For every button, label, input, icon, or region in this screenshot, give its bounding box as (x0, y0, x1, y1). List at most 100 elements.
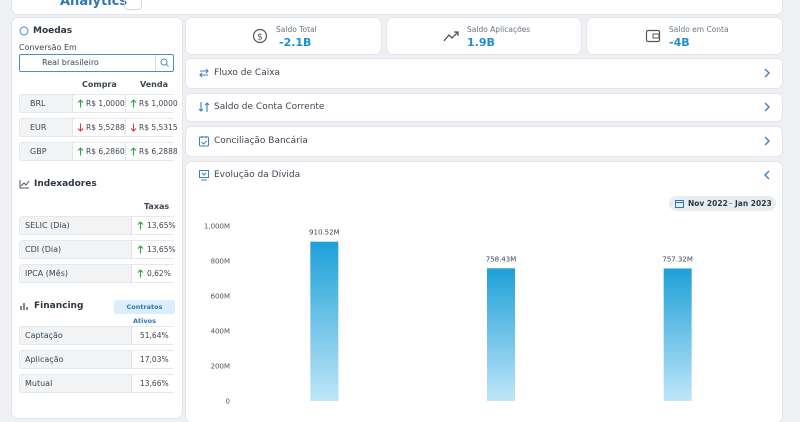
sidebar: Moedas Conversão Em Real brasileiro Comp… (12, 18, 182, 418)
accordion-title[interactable]: Evolução da Dívida (214, 170, 301, 180)
rate-value: R$ 6,2860 (86, 147, 125, 156)
bar (310, 241, 339, 401)
index-row: CDI (Dia) 13,65% (19, 240, 176, 259)
accordion[interactable]: Saldo de Conta Corrente (186, 94, 782, 121)
index-cell: 13,65% (131, 241, 176, 258)
y-tick-label: 400M (211, 328, 230, 336)
rate-value: R$ 1,0000 (139, 99, 178, 108)
summary-card: Saldo Aplicações 1.9B (387, 18, 581, 54)
rate-value: R$ 5,5288 (86, 123, 125, 132)
summary-label: Saldo Aplicações (467, 25, 531, 34)
chart-icon (19, 180, 30, 189)
financing-name: Captação (25, 331, 63, 340)
rate-cell: R$ 6,2888 (125, 143, 178, 160)
index-value: 13,65% (147, 245, 176, 254)
search-button[interactable] (155, 55, 173, 71)
rate-cell: R$ 6,2860 (72, 143, 125, 160)
rate-value: R$ 6,2888 (139, 147, 178, 156)
y-tick-label: 1,000M (204, 223, 230, 231)
financing-row: Captação 51,64% (19, 326, 175, 345)
index-value: 13,65% (147, 221, 176, 230)
accordion-expanded: Evolução da Dívida Nov 2022 Jan 2023 0 20… (186, 162, 782, 422)
trend-icon (77, 99, 84, 108)
currency-row: EUR R$ 5,5288 R$ 5,5315 (19, 118, 178, 137)
trend-icon (137, 245, 144, 254)
conversion-value: Real brasileiro (42, 58, 99, 67)
conversion-select[interactable]: Real brasileiro (19, 54, 174, 72)
rate-value: R$ 1,0000 (86, 99, 125, 108)
index-name: CDI (Dia) (25, 245, 62, 254)
currency-code: EUR (30, 123, 47, 132)
accordion-title: Saldo de Conta Corrente (214, 102, 325, 112)
header-button[interactable] (124, 0, 142, 10)
y-tick-label: 600M (211, 293, 230, 301)
column-header: Venda (140, 80, 168, 89)
value-label: 757.32M (662, 255, 693, 263)
trend-icon (77, 147, 84, 156)
currency-code: BRL (30, 99, 46, 108)
page: {"header": {"title": "Analytics"}, "moed… (12, 0, 782, 422)
indexadores-title: Indexadores (34, 179, 97, 189)
column-header: Compra (82, 80, 117, 89)
summary-label: Saldo Total (276, 25, 317, 34)
index-value: 0,62% (147, 269, 171, 278)
financing-cell: 51,64% (131, 327, 175, 344)
contracts-badge[interactable]: Contratos Ativos (114, 300, 175, 325)
bar (487, 268, 515, 401)
rate-cell: R$ 5,5288 (72, 119, 125, 136)
summary-card: Saldo em Conta -4B (587, 18, 782, 54)
rate-cell: R$ 1,0000 (72, 95, 125, 112)
rate-cell: R$ 1,0000 (125, 95, 178, 112)
value-label: 758.43M (486, 255, 517, 263)
currency-code: GBP (30, 147, 47, 156)
financing-title: Financing (34, 301, 84, 311)
financing-cell: 17,03% (131, 351, 175, 368)
financing-row: Mutual 13,66% (19, 374, 175, 393)
index-row: SELIC (Dia) 13,65% (19, 216, 176, 235)
accordion-title: Conciliação Bancária (214, 136, 308, 146)
accordion-title: Fluxo de Caixa (214, 68, 281, 78)
trend-icon (77, 123, 84, 132)
trend-icon (130, 123, 137, 132)
index-cell: 13,65% (131, 217, 176, 234)
value-label: 910.52M (309, 229, 340, 237)
date-end: Jan 2023 (735, 199, 772, 208)
y-tick-label: 0 (226, 398, 230, 406)
trend-icon (130, 147, 137, 156)
financing-row: Aplicação 17,03% (19, 350, 175, 369)
accordion[interactable]: Conciliação Bancária (186, 127, 782, 156)
financing-name: Mutual (25, 379, 53, 388)
financing-name: Aplicação (25, 355, 64, 364)
trend-icon (137, 269, 144, 278)
coin-icon (19, 26, 29, 36)
debt-chart: 0 200M 400M 600M 800M 1,000M 910.52M 758.43M 757… (204, 223, 693, 406)
header: Analytics (12, 0, 782, 14)
svg-text:$: $ (257, 33, 263, 43)
summary-label: Saldo em Conta (669, 25, 729, 34)
summary-card: $ Saldo Total -2.1B (186, 18, 381, 54)
date-range[interactable]: Nov 2022 Jan 2023 (669, 196, 776, 211)
moedas-title: Moedas (33, 26, 73, 36)
date-start: Nov 2022 (688, 199, 728, 208)
currency-row: BRL R$ 1,0000 R$ 1,0000 (19, 94, 178, 113)
y-tick-label: 200M (211, 363, 230, 371)
index-cell: 0,62% (131, 265, 175, 282)
column-header: Taxas (144, 202, 170, 211)
rate-value: R$ 5,5315 (139, 123, 178, 132)
index-name: IPCA (Mês) (25, 269, 69, 278)
bar (663, 268, 692, 401)
currency-row: GBP R$ 6,2860 R$ 6,2888 (19, 142, 178, 161)
rate-cell: R$ 5,5315 (125, 119, 178, 136)
accordion[interactable]: Fluxo de Caixa (186, 59, 782, 88)
bars-icon (20, 303, 28, 310)
summary-value: -2.1B (279, 36, 312, 49)
index-name: SELIC (Dia) (25, 221, 70, 230)
y-tick-label: 800M (211, 258, 230, 266)
financing-cell: 13,66% (131, 375, 175, 392)
header-title: Analytics (60, 0, 128, 9)
trend-icon (137, 221, 144, 230)
index-row: IPCA (Mês) 0,62% (19, 264, 175, 283)
trend-icon (130, 99, 137, 108)
conversion-label: Conversão Em (19, 43, 77, 52)
summary-value: 1.9B (467, 36, 495, 49)
